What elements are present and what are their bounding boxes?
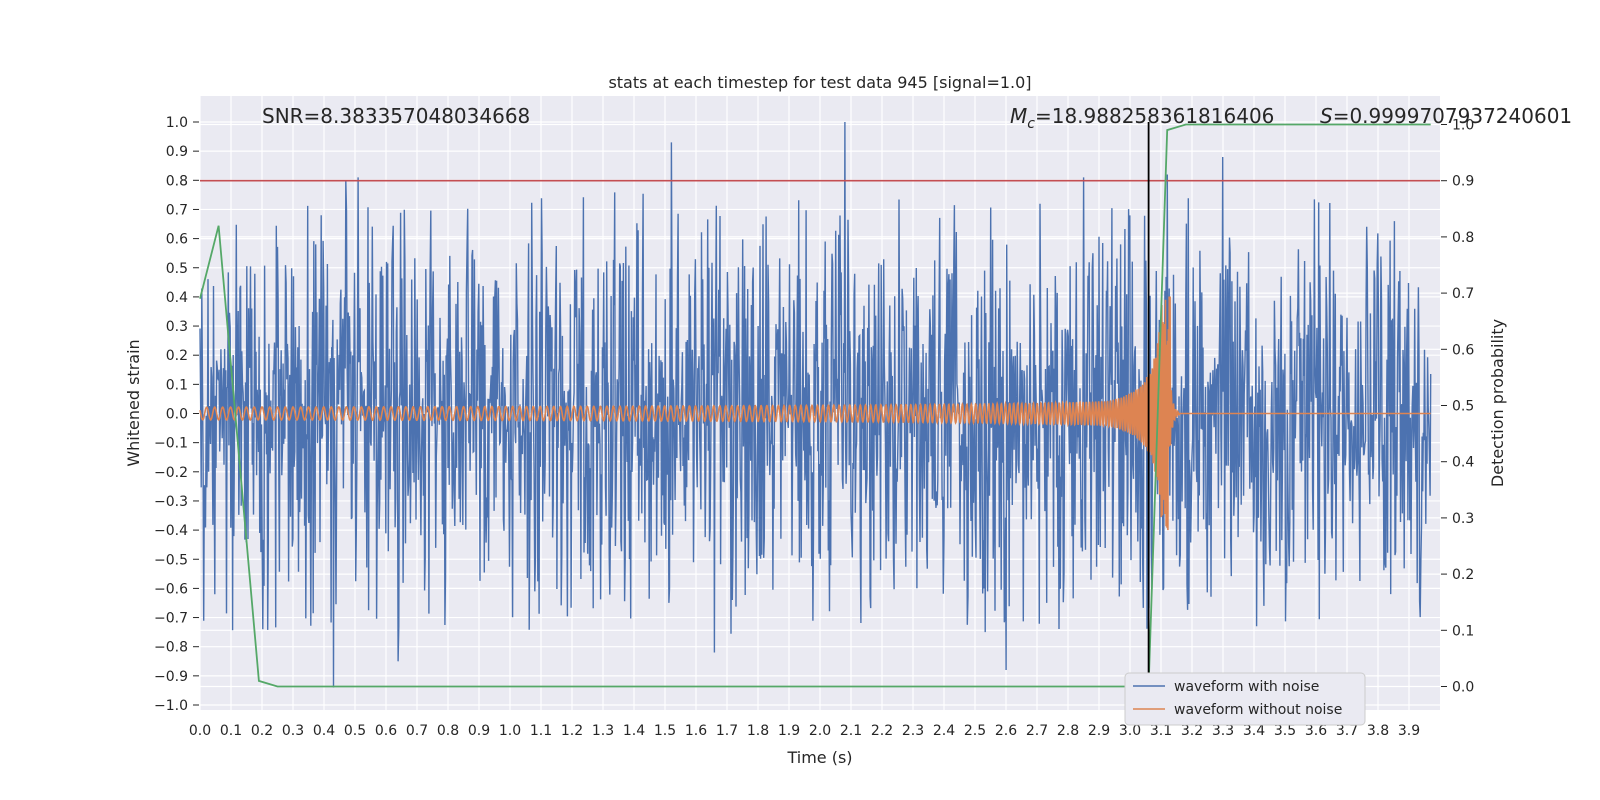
y2-tick-label: 0.1 <box>1452 623 1474 639</box>
mc-symbol: M <box>1010 104 1027 128</box>
y-tick-label: 1.0 <box>166 115 188 131</box>
series-waveform-without-noise <box>199 296 1431 531</box>
x-tick-label: 3.7 <box>1336 723 1358 739</box>
x-tick-label: 3.1 <box>1150 723 1172 739</box>
x-tick-label: 0.8 <box>437 723 459 739</box>
y-tick-label: −0.5 <box>154 552 188 568</box>
series-detection-probability <box>199 123 1431 688</box>
x-tick-label: 1.3 <box>592 723 614 739</box>
x-axis-label: Time (s) <box>786 748 852 767</box>
y2-tick-label: 0.3 <box>1452 511 1474 527</box>
x-tick-label: 1.6 <box>685 723 707 739</box>
y-tick-label: 0.1 <box>166 377 188 393</box>
s-annotation: S=0.9999707937240601 <box>1320 104 1572 128</box>
x-tick-label: 3.6 <box>1305 723 1327 739</box>
y2-tick-labels: 0.0 0.1 0.2 0.3 0.4 0.5 0.6 0.7 0.8 0.9 1.0 <box>1441 118 1474 696</box>
mc-value: =18.988258361816406 <box>1035 104 1274 128</box>
y-tick-label: 0.2 <box>166 348 188 364</box>
x-tick-label: 1.9 <box>778 723 800 739</box>
x-tick-label: 1.7 <box>716 723 738 739</box>
y-tick-label: −0.2 <box>154 465 188 481</box>
y2-tick-label: 0.7 <box>1452 286 1474 302</box>
x-tick-label: 2.3 <box>902 723 924 739</box>
y-tick-label: 0.4 <box>166 290 188 306</box>
x-tick-label: 1.5 <box>654 723 676 739</box>
x-tick-label: 3.9 <box>1398 723 1420 739</box>
snr-annotation: SNR=8.383357048034668 <box>262 104 530 128</box>
x-tick-labels: 0.0 0.1 0.2 0.3 0.4 0.5 0.6 0.7 0.8 0.9 1.0 1.1 1.2 1… <box>189 723 1420 739</box>
x-tick-label: 3.0 <box>1119 723 1141 739</box>
y2-axis-label: Detection probability <box>1488 319 1507 487</box>
legend-label-waveform-with-noise: waveform with noise <box>1174 679 1319 695</box>
x-tick-label: 1.8 <box>747 723 769 739</box>
x-tick-label: 3.4 <box>1243 723 1265 739</box>
y2-tick-label: 0.8 <box>1452 230 1474 246</box>
y2-tick-label: 0.0 <box>1452 680 1474 696</box>
x-tick-label: 0.5 <box>344 723 366 739</box>
x-tick-label: 2.9 <box>1088 723 1110 739</box>
y2-tick-label: 0.5 <box>1452 399 1474 415</box>
y2-tick-label: 1.0 <box>1452 118 1474 134</box>
x-tick-label: 3.3 <box>1212 723 1234 739</box>
y-tick-label: −0.4 <box>154 523 188 539</box>
x-tick-label: 2.7 <box>1026 723 1048 739</box>
y-axis-label: Whitened strain <box>124 339 143 466</box>
x-tick-label: 0.7 <box>406 723 428 739</box>
mc-annotation: Mc=18.988258361816406 <box>1010 104 1274 132</box>
x-tick-label: 3.5 <box>1274 723 1296 739</box>
x-tick-label: 0.2 <box>251 723 273 739</box>
x-tick-label: 0.1 <box>220 723 242 739</box>
legend-label-waveform-without-noise: waveform without noise <box>1174 702 1342 718</box>
x-tick-label: 1.1 <box>530 723 552 739</box>
x-tick-label: 3.2 <box>1181 723 1203 739</box>
y2-tick-label: 0.4 <box>1452 455 1474 471</box>
legend: waveform with noise waveform without noi… <box>1124 672 1366 726</box>
y-tick-label: 0.3 <box>166 319 188 335</box>
x-tick-label: 0.9 <box>468 723 490 739</box>
y-tick-label: 0.8 <box>166 173 188 189</box>
y-tick-label: 0.5 <box>166 261 188 277</box>
y2-tick-label: 0.9 <box>1452 174 1474 190</box>
x-tick-label: 1.2 <box>561 723 583 739</box>
y2-tick-label: 0.2 <box>1452 567 1474 583</box>
s-value: =0.9999707937240601 <box>1333 104 1572 128</box>
y-tick-label: −1.0 <box>154 698 188 714</box>
x-tick-label: 0.6 <box>375 723 397 739</box>
series-layer <box>199 121 1440 688</box>
x-tick-label: 2.4 <box>933 723 955 739</box>
x-tick-label: 2.0 <box>809 723 831 739</box>
x-tick-label: 2.6 <box>995 723 1017 739</box>
x-tick-label: 2.8 <box>1057 723 1079 739</box>
x-tick-label: 0.4 <box>313 723 335 739</box>
x-tick-label: 0.3 <box>282 723 304 739</box>
x-tick-label: 3.8 <box>1367 723 1389 739</box>
x-tick-label: 2.5 <box>964 723 986 739</box>
x-tick-label: 0.0 <box>189 723 211 739</box>
x-tick-label: 2.2 <box>871 723 893 739</box>
chart-title: stats at each timestep for test data 945… <box>608 73 1031 92</box>
y-tick-label: −0.7 <box>154 611 188 627</box>
y-tick-label: 0.6 <box>166 232 188 248</box>
y-tick-label: 0.0 <box>166 407 188 423</box>
s-symbol: S <box>1320 104 1333 128</box>
y-tick-label: −0.6 <box>154 581 188 597</box>
x-tick-label: 1.4 <box>623 723 645 739</box>
y-tick-label: −0.1 <box>154 436 188 452</box>
y-tick-label: 0.7 <box>166 202 188 218</box>
y2-tick-label: 0.6 <box>1452 342 1474 358</box>
y-tick-label: −0.8 <box>154 640 188 656</box>
legend-box <box>1124 672 1366 726</box>
x-tick-label: 1.0 <box>499 723 521 739</box>
y-tick-label: 0.9 <box>166 144 188 160</box>
y-tick-label: −0.9 <box>154 669 188 685</box>
y-tick-label: −0.3 <box>154 494 188 510</box>
mc-subscript: c <box>1027 116 1035 132</box>
y-tick-labels: −1.0 −0.9 −0.8 −0.7 −0.6 −0.5 −0.4 −0.3 −0.2 −0.1… <box>154 115 199 714</box>
x-tick-label: 2.1 <box>840 723 862 739</box>
